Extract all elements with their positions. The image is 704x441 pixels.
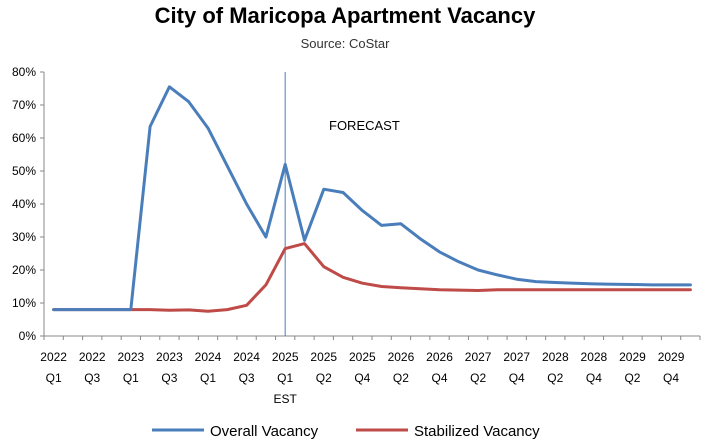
x-tick-label-quarter: Q1 [277, 371, 293, 385]
x-tick-label-quarter: Q3 [84, 371, 100, 385]
x-tick-label-quarter: Q1 [46, 371, 62, 385]
chart-subtitle: Source: CoStar [301, 36, 391, 51]
x-tick-label-year: 2025 [272, 350, 299, 364]
y-tick-label: 30% [12, 230, 36, 244]
forecast-annotation: FORECAST [329, 118, 400, 133]
x-tick-label-year: 2025 [310, 350, 337, 364]
x-tick-label-year: 2026 [388, 350, 415, 364]
y-tick-label: 40% [12, 197, 36, 211]
x-tick-label-quarter: Q3 [239, 371, 255, 385]
x-tick-label-year: 2028 [581, 350, 608, 364]
y-tick-label: 50% [12, 164, 36, 178]
plot-area [52, 72, 692, 336]
legend-label-overall-vacancy: Overall Vacancy [210, 423, 319, 440]
x-tick-label-quarter: Q3 [161, 371, 177, 385]
chart-axes: 0% 10% 20% 30% 40% 50% 60% 70% 80% 2022 Q1 2022 Q3 20… [12, 65, 701, 406]
x-tick-label-year: 2023 [117, 350, 144, 364]
x-tick-label-quarter: Q4 [586, 371, 602, 385]
x-tick-label-year: 2028 [542, 350, 569, 364]
x-tick-label-quarter: Q2 [393, 371, 409, 385]
y-tick-label: 60% [12, 131, 36, 145]
x-tick-label-quarter: Q4 [509, 371, 525, 385]
x-tick-label-quarter: Q2 [547, 371, 563, 385]
x-tick-label-quarter: Q4 [663, 371, 679, 385]
x-tick-label-year: 2025 [349, 350, 376, 364]
x-tick-label-quarter: Q1 [123, 371, 139, 385]
y-tick-label: 80% [12, 65, 36, 79]
x-tick-label-quarter: Q1 [200, 371, 216, 385]
x-tick-label-quarter: Q4 [354, 371, 370, 385]
x-tick-label-extra: EST [274, 392, 298, 406]
x-tick-label-year: 2029 [619, 350, 646, 364]
x-tick-label-year: 2024 [195, 350, 222, 364]
x-tick-label-year: 2026 [426, 350, 453, 364]
x-tick-label-year: 2023 [156, 350, 183, 364]
x-tick-label-quarter: Q4 [432, 371, 448, 385]
x-tick-label-year: 2022 [40, 350, 67, 364]
x-tick-label-quarter: Q2 [624, 371, 640, 385]
y-tick-label: 0% [19, 329, 37, 343]
x-tick-label-year: 2029 [658, 350, 685, 364]
x-tick-label-year: 2027 [503, 350, 530, 364]
y-tick-label: 20% [12, 263, 36, 277]
x-tick-label-year: 2022 [79, 350, 106, 364]
legend: Overall Vacancy Stabilized Vacancy [152, 423, 540, 440]
y-tick-label: 70% [12, 98, 36, 112]
x-tick-label-year: 2027 [465, 350, 492, 364]
stabilized-vacancy-line [52, 242, 692, 313]
y-tick-label: 10% [12, 296, 36, 310]
chart-title: City of Maricopa Apartment Vacancy [155, 3, 536, 28]
x-tick-label-quarter: Q2 [470, 371, 486, 385]
x-tick-label-quarter: Q2 [316, 371, 332, 385]
legend-label-stabilized-vacancy: Stabilized Vacancy [414, 423, 540, 440]
x-tick-label-year: 2024 [233, 350, 260, 364]
overall-vacancy-line [52, 85, 692, 312]
